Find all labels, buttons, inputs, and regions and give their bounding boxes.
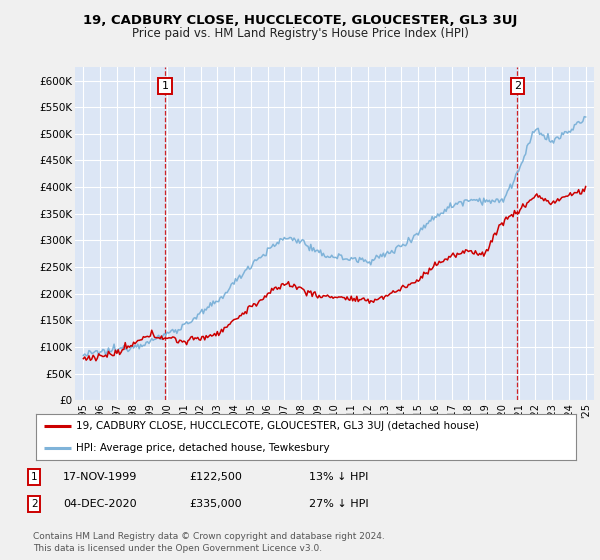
Text: 19, CADBURY CLOSE, HUCCLECOTE, GLOUCESTER, GL3 3UJ (detached house): 19, CADBURY CLOSE, HUCCLECOTE, GLOUCESTE… bbox=[77, 421, 479, 431]
Text: 2: 2 bbox=[31, 499, 38, 509]
Text: 27% ↓ HPI: 27% ↓ HPI bbox=[309, 499, 368, 509]
Text: HPI: Average price, detached house, Tewkesbury: HPI: Average price, detached house, Tewk… bbox=[77, 444, 330, 454]
Text: 13% ↓ HPI: 13% ↓ HPI bbox=[309, 472, 368, 482]
Text: 1: 1 bbox=[31, 472, 38, 482]
Text: 2: 2 bbox=[514, 81, 521, 91]
Text: 04-DEC-2020: 04-DEC-2020 bbox=[63, 499, 137, 509]
Text: 19, CADBURY CLOSE, HUCCLECOTE, GLOUCESTER, GL3 3UJ: 19, CADBURY CLOSE, HUCCLECOTE, GLOUCESTE… bbox=[83, 14, 517, 27]
Text: Contains HM Land Registry data © Crown copyright and database right 2024.
This d: Contains HM Land Registry data © Crown c… bbox=[33, 532, 385, 553]
Text: Price paid vs. HM Land Registry's House Price Index (HPI): Price paid vs. HM Land Registry's House … bbox=[131, 27, 469, 40]
Text: 1: 1 bbox=[161, 81, 169, 91]
Text: £335,000: £335,000 bbox=[189, 499, 242, 509]
Text: £122,500: £122,500 bbox=[189, 472, 242, 482]
Text: 17-NOV-1999: 17-NOV-1999 bbox=[63, 472, 137, 482]
